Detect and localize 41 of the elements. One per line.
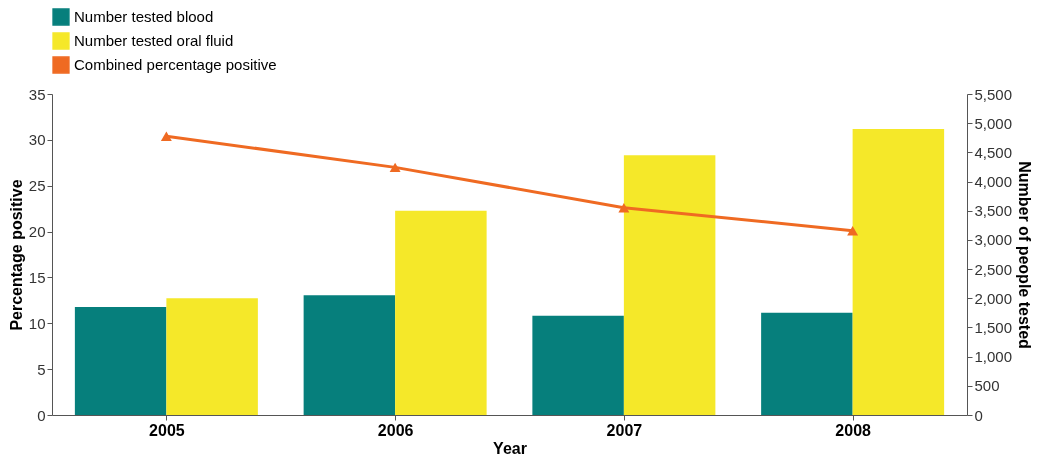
bar (395, 210, 487, 415)
point (160, 131, 172, 141)
y-tick-label: 20 (28, 223, 46, 241)
x-tick-label: 2006 (377, 421, 414, 439)
y2-tick-label: 4,000 (974, 173, 1013, 191)
y2-axis-title: Number of people tested (1016, 161, 1034, 349)
y-tick-label: 15 (28, 268, 46, 286)
bar (303, 295, 396, 415)
x-tick-label: 2008 (835, 421, 872, 439)
y2-tick-label: 3,000 (974, 231, 1013, 249)
y2-tick-label: 4,500 (974, 143, 1013, 161)
y2-tick-label: 1,500 (974, 318, 1013, 336)
x-axis-title: Year (493, 439, 527, 457)
point (847, 225, 859, 236)
bar (166, 298, 258, 415)
y2-tick-label: 0 (974, 406, 983, 424)
bar (532, 315, 624, 415)
legend-label: Combined percentage positive (74, 56, 277, 73)
y-tick-label: 30 (28, 131, 46, 149)
x-tick-label: 2007 (606, 421, 643, 439)
y-tick-label: 25 (28, 177, 46, 195)
y2-tick-label: 5,000 (974, 114, 1013, 132)
y2-tick-label: 1,000 (974, 348, 1013, 366)
y2-tick-label: 2,500 (974, 260, 1013, 278)
y2-tick-label: 500 (974, 377, 1000, 395)
y-tick-label: 35 (28, 85, 46, 103)
y-tick-label: 5 (37, 360, 46, 378)
bar (623, 155, 716, 415)
x-tick-label: 2005 (149, 421, 185, 439)
y2-tick-label: 3,500 (974, 202, 1013, 220)
bar (761, 312, 853, 415)
y-tick-label: 10 (28, 314, 46, 332)
point (389, 162, 401, 173)
y2-tick-label: 2,000 (974, 289, 1013, 307)
bar (74, 307, 167, 415)
y-tick-label: 0 (37, 406, 46, 424)
legend-label: Number tested blood (74, 8, 214, 25)
bar (852, 129, 945, 415)
y2-tick-label: 5,500 (974, 85, 1013, 103)
legend-label: Number tested oral fluid (74, 32, 234, 49)
y-axis-title: Percentage positive (7, 179, 25, 331)
